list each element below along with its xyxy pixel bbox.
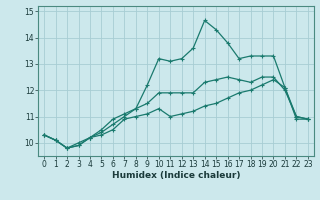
X-axis label: Humidex (Indice chaleur): Humidex (Indice chaleur) [112, 171, 240, 180]
